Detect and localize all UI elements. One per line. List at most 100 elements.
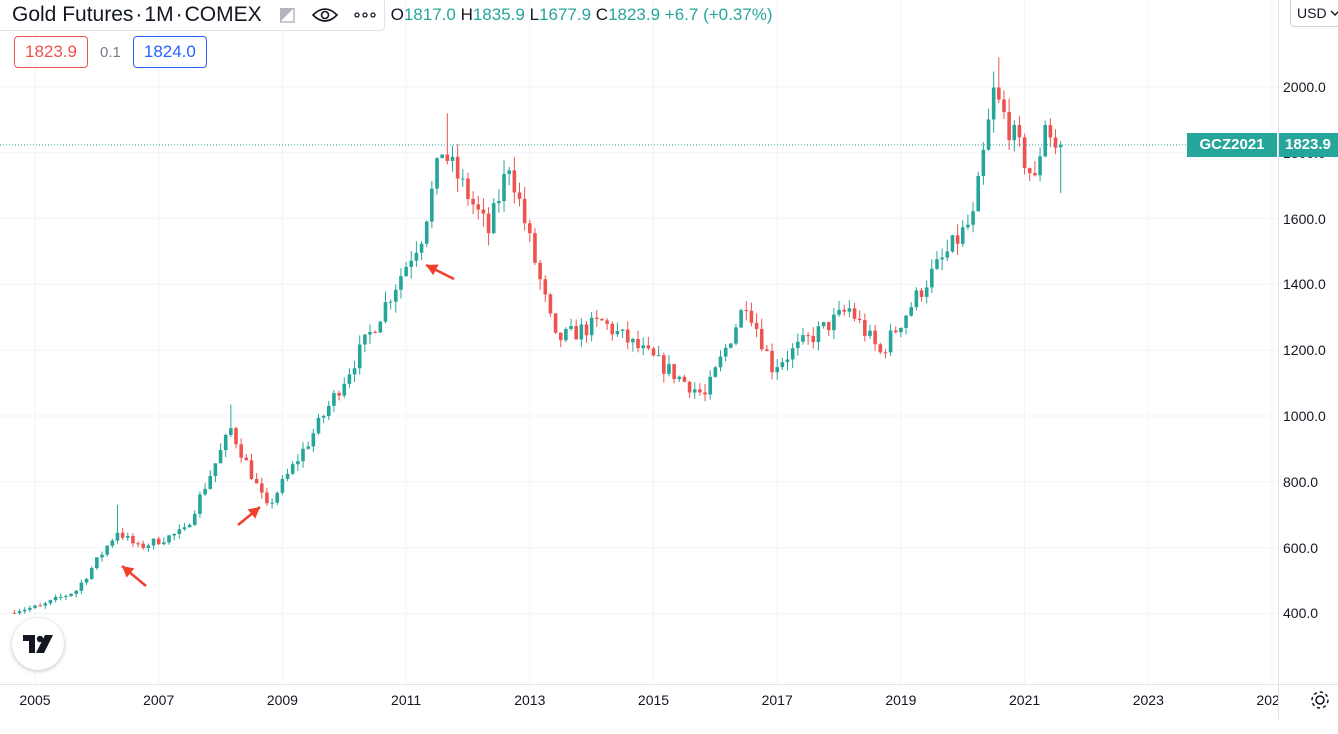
candle[interactable] [1058, 140, 1063, 193]
candle[interactable] [1007, 98, 1011, 151]
candle[interactable] [713, 365, 718, 378]
flag-icon[interactable] [278, 6, 296, 24]
candle[interactable] [95, 557, 99, 570]
candle[interactable] [806, 331, 810, 345]
candle[interactable] [852, 302, 857, 322]
candle[interactable] [218, 443, 223, 464]
candle[interactable] [677, 375, 682, 383]
candle[interactable] [455, 144, 460, 193]
legend-header[interactable]: Gold Futures · 1M · COMEX [0, 0, 385, 31]
candle[interactable] [357, 335, 362, 375]
candle[interactable] [579, 318, 584, 348]
candle[interactable] [517, 182, 522, 207]
candle[interactable] [739, 308, 743, 329]
candle[interactable] [182, 523, 187, 531]
candle[interactable] [863, 313, 867, 342]
candle[interactable] [466, 172, 470, 206]
candle[interactable] [352, 360, 357, 383]
candle[interactable] [914, 287, 919, 311]
candle[interactable] [595, 310, 599, 327]
candle[interactable] [146, 543, 151, 552]
arrow-2008-icon[interactable] [237, 506, 261, 526]
candle[interactable] [620, 329, 625, 339]
candle[interactable] [641, 337, 645, 356]
candle[interactable] [878, 342, 883, 355]
annotations[interactable] [121, 263, 455, 587]
candle[interactable] [172, 533, 176, 541]
candle[interactable] [115, 504, 120, 544]
candle[interactable] [703, 383, 707, 402]
candle[interactable] [280, 475, 285, 496]
arrow-2011-icon[interactable] [425, 263, 455, 281]
candle[interactable] [883, 348, 888, 359]
candle[interactable] [564, 327, 568, 343]
candle[interactable] [801, 328, 805, 345]
candle[interactable] [151, 538, 156, 550]
candle[interactable] [399, 268, 403, 299]
candle[interactable] [558, 332, 563, 348]
candle[interactable] [826, 321, 831, 337]
candle[interactable] [213, 463, 218, 483]
candle[interactable] [909, 302, 914, 317]
candle[interactable] [966, 214, 970, 230]
candle[interactable] [1002, 90, 1006, 120]
candle[interactable] [120, 527, 125, 541]
candle[interactable] [203, 483, 207, 496]
candle[interactable] [332, 389, 336, 413]
candle[interactable] [718, 350, 723, 372]
candle[interactable] [708, 370, 712, 400]
candle[interactable] [378, 320, 383, 333]
candle[interactable] [698, 383, 702, 396]
candle[interactable] [950, 234, 955, 253]
candle[interactable] [672, 363, 676, 384]
candle[interactable] [729, 342, 733, 349]
interval-label[interactable]: 1M [144, 2, 174, 26]
candle[interactable] [17, 608, 22, 615]
candle[interactable] [888, 323, 893, 357]
candle[interactable] [383, 291, 388, 324]
candle[interactable] [244, 454, 249, 461]
candle[interactable] [816, 321, 821, 351]
candle[interactable] [662, 352, 666, 383]
candle[interactable] [749, 302, 754, 327]
candle[interactable] [265, 487, 269, 506]
candle[interactable] [321, 414, 326, 424]
chart-pane[interactable]: Gold Futures · 1M · COMEX O1817.0 H1835.… [0, 0, 1278, 684]
candle[interactable] [435, 157, 439, 195]
buy-price-button[interactable]: 1824.0 [132, 36, 207, 68]
candle[interactable] [971, 202, 975, 233]
candle[interactable] [198, 491, 202, 518]
candle[interactable] [1017, 116, 1022, 147]
candle[interactable] [33, 604, 37, 610]
candle[interactable] [507, 166, 511, 186]
candle[interactable] [460, 169, 465, 187]
candle[interactable] [311, 428, 316, 453]
candle[interactable] [522, 186, 527, 231]
candle[interactable] [765, 344, 769, 352]
candle[interactable] [899, 327, 903, 338]
candle[interactable] [347, 368, 352, 388]
candle[interactable] [842, 304, 847, 316]
candle[interactable] [110, 538, 115, 548]
candle[interactable] [296, 454, 300, 472]
candle[interactable] [162, 537, 166, 546]
candle[interactable] [625, 321, 630, 350]
candle[interactable] [1043, 120, 1048, 158]
candle[interactable] [28, 605, 32, 612]
candle[interactable] [775, 359, 779, 380]
candle[interactable] [404, 261, 408, 277]
candle[interactable] [796, 333, 800, 356]
candle[interactable] [543, 275, 548, 303]
candle[interactable] [605, 317, 609, 330]
eye-icon[interactable] [311, 6, 338, 24]
candle[interactable] [486, 207, 491, 246]
candle[interactable] [986, 108, 991, 151]
candle[interactable] [450, 145, 455, 173]
candle[interactable] [497, 189, 501, 213]
candle[interactable] [259, 477, 264, 499]
candle[interactable] [1012, 120, 1017, 152]
candle[interactable] [837, 300, 841, 317]
candle[interactable] [481, 198, 486, 227]
candle[interactable] [981, 142, 986, 185]
candle[interactable] [239, 438, 243, 463]
